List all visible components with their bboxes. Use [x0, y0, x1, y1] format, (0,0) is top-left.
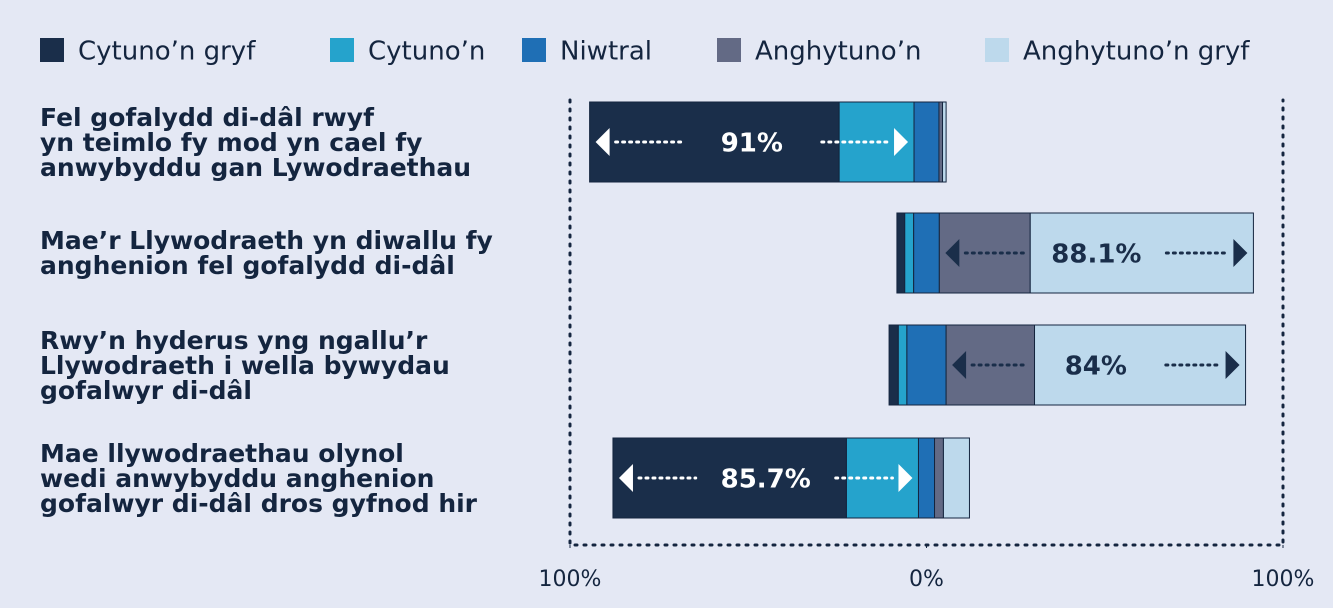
- arrow-head: [618, 464, 633, 492]
- bar-segment: [938, 101, 944, 183]
- bar-segment: [896, 212, 906, 294]
- arrow-head: [952, 351, 967, 379]
- bar-segment: [897, 324, 908, 406]
- bar-segment: [589, 101, 840, 183]
- category-label: Fel gofalydd di-dâl rwyf yn teimlo fy mo…: [40, 102, 472, 182]
- legend-label: Anghytuno’n: [755, 37, 921, 67]
- bar-segment: [942, 101, 947, 183]
- bar-segment: [917, 437, 936, 519]
- arrow-head: [898, 464, 913, 492]
- arrow-head: [1225, 351, 1240, 379]
- total-label: 88.1%: [1051, 240, 1141, 270]
- legend-label: Anghytuno’n gryf: [1023, 37, 1250, 67]
- legend-label: Cytuno’n gryf: [78, 37, 256, 67]
- arrow-head: [1233, 239, 1248, 267]
- total-label: 91%: [721, 129, 783, 159]
- category-label: Mae’r Llywodraeth yn diwallu fy anghenio…: [40, 226, 493, 280]
- bar-segment: [906, 324, 947, 406]
- legend-swatch: [717, 38, 741, 62]
- x-tick-label: 100%: [1252, 567, 1315, 592]
- legend-swatch: [40, 38, 64, 62]
- bar-segment: [913, 212, 940, 294]
- x-tick-label: 100%: [539, 567, 602, 592]
- category-label: Mae llywodraethau olynol wedi anwybyddu …: [40, 438, 478, 518]
- arrow-head: [945, 239, 960, 267]
- bar-segment: [934, 437, 944, 519]
- category-label: Rwy’n hyderus yng ngallu’r Llywodraeth i…: [40, 325, 450, 405]
- bar-segment: [888, 324, 899, 406]
- legend-label: Niwtral: [560, 37, 652, 67]
- legend-label: Cytuno’n: [368, 37, 485, 67]
- bar-segment: [942, 437, 970, 519]
- legend-swatch: [985, 38, 1009, 62]
- arrow-head: [894, 128, 909, 156]
- legend-swatch: [522, 38, 546, 62]
- legend-swatch: [330, 38, 354, 62]
- bar-segment: [904, 212, 915, 294]
- x-tick-label: 0%: [909, 567, 944, 592]
- arrow-head: [595, 128, 610, 156]
- total-label: 84%: [1065, 352, 1127, 382]
- bar-segment: [913, 101, 940, 183]
- total-label: 85.7%: [721, 465, 811, 495]
